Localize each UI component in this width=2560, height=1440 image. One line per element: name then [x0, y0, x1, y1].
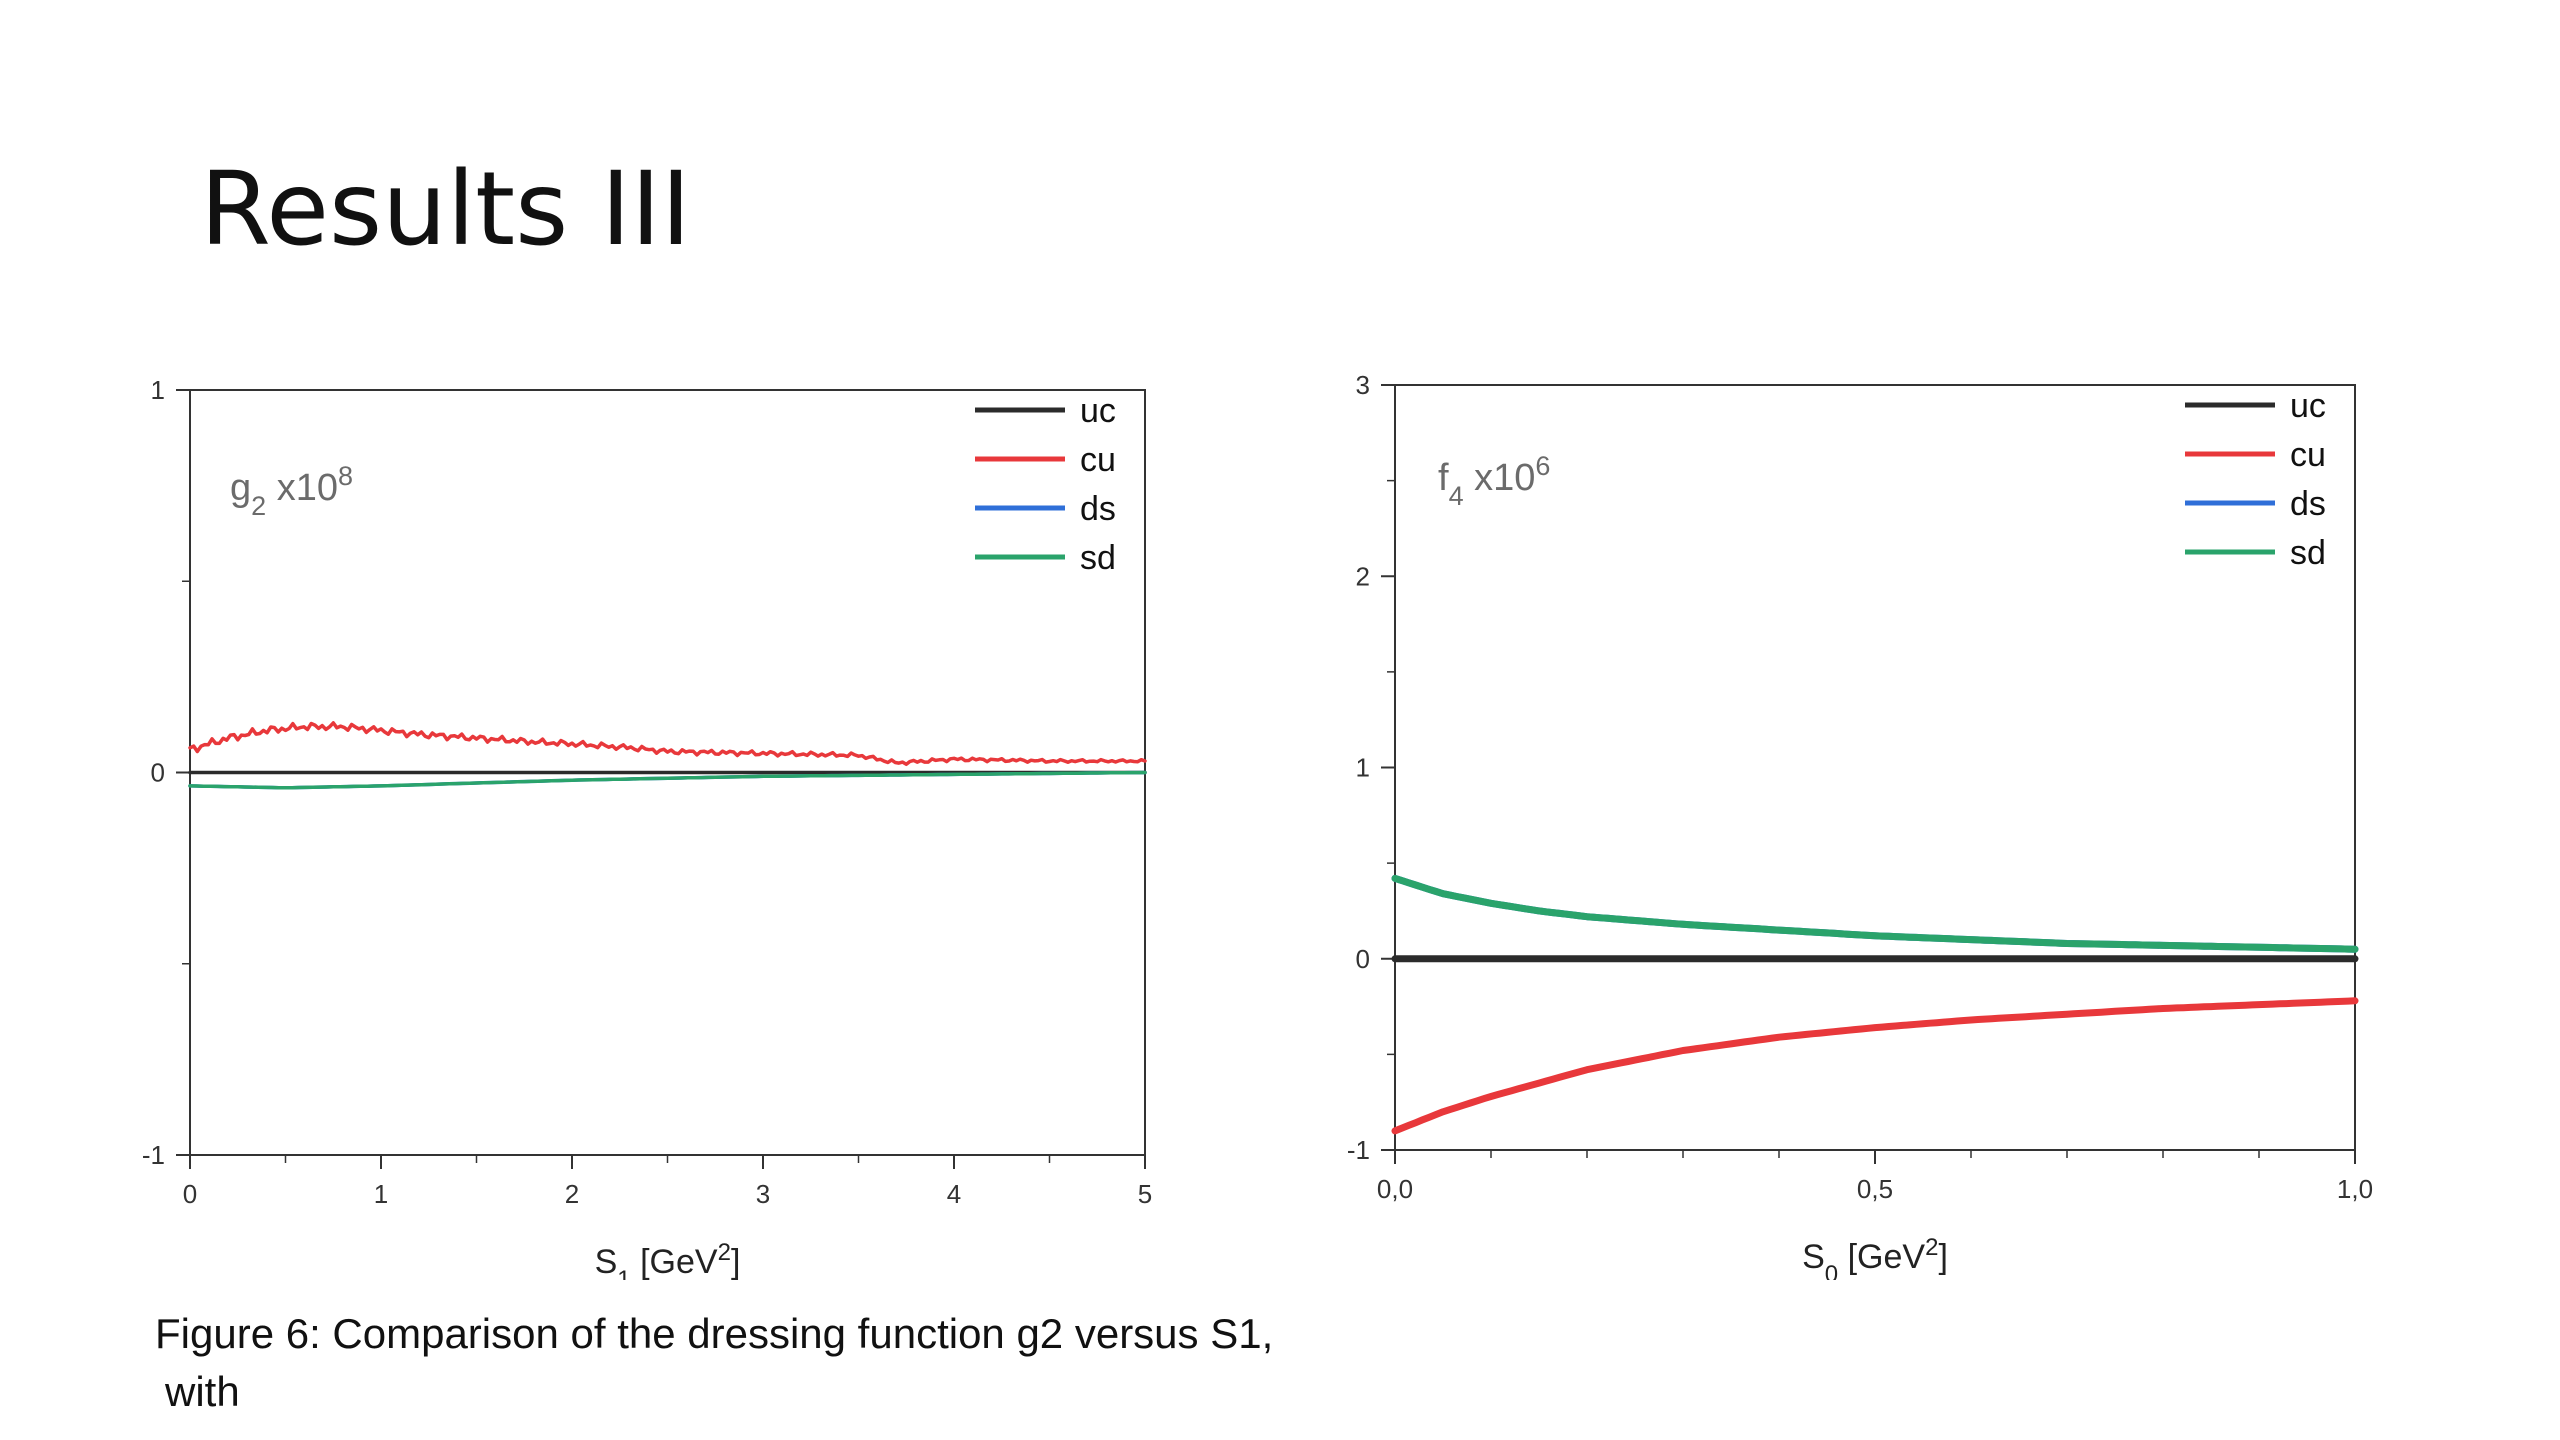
x-tick-label: 1	[374, 1179, 388, 1209]
series-line-cu	[1391, 997, 2359, 1135]
x-tick-label: 5	[1138, 1179, 1152, 1209]
chart-svg: 0,0 0,5 1,0 -1 0 1 2 3 uc cu ds sd f4 x106 S0 [GeV2]	[1347, 370, 2373, 1281]
x-tick-label: 3	[756, 1179, 770, 1209]
legend-label-cu: cu	[1080, 441, 1116, 479]
legend-label-ds: ds	[1080, 490, 1116, 528]
caption-line: with	[165, 1368, 240, 1415]
y-tick-label: -1	[142, 1140, 165, 1170]
y-tick-label: 1	[1356, 753, 1370, 783]
figure-caption: Figure 6: Comparison of the dressing fun…	[155, 1305, 1273, 1421]
x-tick-label: 1,0	[2337, 1174, 2373, 1204]
legend-label-uc: uc	[2290, 387, 2326, 425]
series-line-cu	[188, 721, 1147, 767]
chart-f4: 0,0 0,5 1,0 -1 0 1 2 3 uc cu ds sd f4 x106 S0 [GeV2]	[1310, 360, 2510, 1280]
y-tick-label: 3	[1356, 370, 1370, 400]
legend-label-uc: uc	[1080, 392, 1116, 430]
legend-label-sd: sd	[2290, 534, 2326, 572]
x-tick-label: 4	[947, 1179, 961, 1209]
plot-frame	[1394, 384, 2356, 1151]
y-tick-label: -1	[1347, 1135, 1370, 1165]
series-line-sd	[1391, 874, 2359, 953]
y-tick-label: 2	[1356, 561, 1370, 591]
x-axis-label: S0 [GeV2]	[1802, 1234, 1948, 1281]
legend-label-ds: ds	[2290, 485, 2326, 523]
y-tick-label: 0	[1356, 944, 1370, 974]
chart-g2: 0 1 2 3 4 5 -1 0 1 uc cu ds sd g2 x108 S1 [GeV2]	[110, 360, 1310, 1280]
y-tick-label: 0	[151, 758, 165, 788]
plot-annotation: g2 x108	[230, 461, 353, 521]
plot-annotation: f4 x106	[1438, 451, 1550, 511]
x-tick-label: 2	[565, 1179, 579, 1209]
caption-line: Figure 6: Comparison of the dressing fun…	[155, 1310, 1274, 1357]
series-line-sd	[188, 770, 1147, 790]
x-axis-label: S1 [GeV2]	[595, 1239, 741, 1281]
chart-svg: 0 1 2 3 4 5 -1 0 1 uc cu ds sd g2 x108 S1 [GeV2]	[142, 375, 1152, 1281]
x-tick-label: 0	[183, 1179, 197, 1209]
y-tick-label: 1	[151, 375, 165, 405]
x-tick-label: 0,5	[1857, 1174, 1893, 1204]
x-tick-label: 0,0	[1377, 1174, 1413, 1204]
slide-title: Results III	[200, 150, 691, 269]
legend-label-cu: cu	[2290, 436, 2326, 474]
legend-label-sd: sd	[1080, 539, 1116, 577]
